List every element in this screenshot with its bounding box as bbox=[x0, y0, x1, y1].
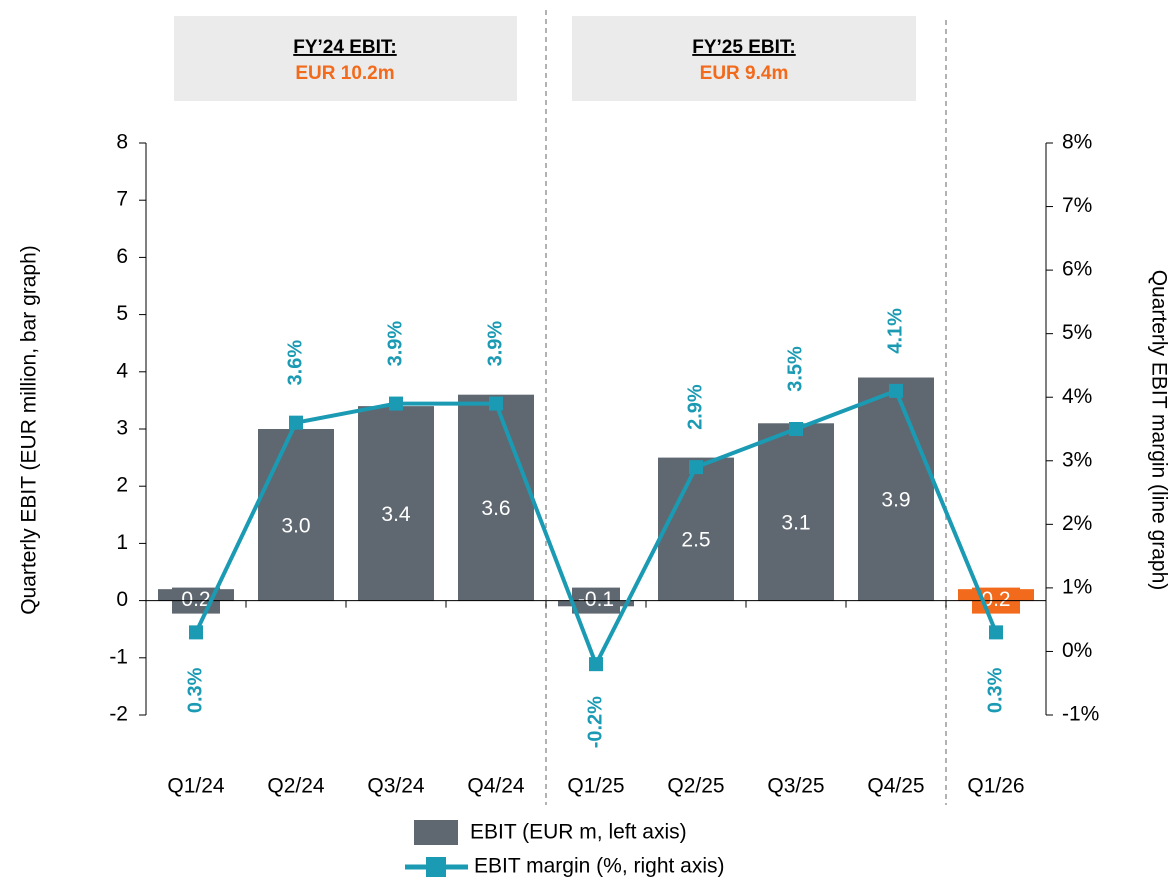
bar-label: 0.2 bbox=[181, 588, 210, 611]
bar-label: 3.4 bbox=[381, 503, 411, 526]
bar-label: 3.1 bbox=[781, 511, 810, 534]
line-marker bbox=[789, 422, 803, 436]
bar-label: -0.1 bbox=[578, 588, 614, 611]
y-tick-label: -1 bbox=[109, 645, 128, 668]
bar bbox=[658, 457, 734, 601]
y2-tick-label: -1% bbox=[1062, 703, 1099, 726]
bar-label: 2.5 bbox=[681, 529, 710, 552]
line-label: 0.3% bbox=[984, 667, 1006, 713]
y-tick-label: -2 bbox=[109, 703, 128, 726]
y-tick-label: 0 bbox=[116, 588, 128, 611]
line-label: 3.9% bbox=[384, 321, 406, 367]
y-tick-label: 1 bbox=[116, 531, 128, 554]
y-tick-label: 4 bbox=[116, 359, 128, 382]
line-marker bbox=[189, 625, 203, 640]
legend-swatch bbox=[426, 857, 446, 877]
y2-axis-title: Quarterly EBIT margin (line graph) bbox=[1147, 270, 1170, 591]
x-tick-label: Q2/24 bbox=[267, 775, 325, 798]
bar bbox=[258, 429, 334, 601]
legend-label: EBIT margin (%, right axis) bbox=[474, 855, 725, 878]
y-tick-label: 2 bbox=[116, 474, 128, 497]
x-tick-label: Q4/25 bbox=[867, 775, 924, 798]
header-box bbox=[572, 16, 916, 101]
y2-tick-label: 7% bbox=[1062, 194, 1092, 217]
y2-tick-label: 6% bbox=[1062, 258, 1092, 281]
line-label: 4.1% bbox=[884, 308, 906, 354]
x-tick-label: Q3/25 bbox=[767, 775, 824, 798]
line-label: 0.3% bbox=[184, 667, 206, 713]
bar bbox=[858, 377, 934, 601]
line-label: 2.9% bbox=[684, 384, 706, 430]
line-label: 3.9% bbox=[484, 321, 506, 367]
line-marker bbox=[289, 415, 303, 430]
line-marker bbox=[489, 396, 503, 411]
legend-label: EBIT (EUR m, left axis) bbox=[470, 821, 687, 844]
bar bbox=[758, 423, 834, 601]
y-tick-label: 3 bbox=[116, 417, 128, 440]
bar-label: 0.2 bbox=[981, 588, 1010, 611]
legend-swatch bbox=[414, 820, 458, 845]
x-tick-label: Q1/26 bbox=[967, 775, 1024, 798]
line-marker bbox=[889, 383, 903, 398]
y-tick-label: 8 bbox=[116, 131, 128, 154]
y2-tick-label: 2% bbox=[1062, 512, 1092, 535]
y2-tick-label: 8% bbox=[1062, 131, 1092, 154]
line-marker bbox=[689, 460, 703, 475]
x-tick-label: Q3/24 bbox=[367, 775, 425, 798]
header-value: EUR 10.2m bbox=[295, 63, 394, 84]
bar-label: 3.9 bbox=[881, 489, 910, 512]
line-label: 3.6% bbox=[284, 340, 306, 386]
header-title: FY’24 EBIT: bbox=[293, 37, 396, 58]
bar bbox=[358, 406, 434, 601]
x-tick-label: Q4/24 bbox=[467, 775, 525, 798]
line-marker bbox=[589, 657, 603, 672]
bar-label: 3.0 bbox=[281, 514, 310, 537]
y-tick-label: 5 bbox=[116, 302, 128, 325]
y2-tick-label: 0% bbox=[1062, 639, 1092, 662]
header-box bbox=[174, 16, 517, 101]
x-tick-label: Q2/25 bbox=[667, 775, 724, 798]
y2-tick-label: 5% bbox=[1062, 321, 1092, 344]
line-marker bbox=[389, 396, 403, 411]
x-tick-label: Q1/25 bbox=[567, 775, 624, 798]
y2-tick-label: 1% bbox=[1062, 575, 1092, 598]
y2-tick-label: 3% bbox=[1062, 448, 1092, 471]
header-value: EUR 9.4m bbox=[700, 63, 789, 84]
header-title: FY’25 EBIT: bbox=[692, 37, 795, 58]
x-tick-label: Q1/24 bbox=[167, 775, 225, 798]
line-label: 3.5% bbox=[784, 346, 806, 392]
bar bbox=[458, 394, 534, 601]
y2-tick-label: 4% bbox=[1062, 385, 1092, 408]
y-tick-label: 7 bbox=[116, 188, 128, 211]
line-marker bbox=[989, 625, 1003, 640]
y-axis-title: Quarterly EBIT (EUR million, bar graph) bbox=[18, 245, 41, 615]
bar-label: 3.6 bbox=[481, 497, 510, 520]
y-tick-label: 6 bbox=[116, 245, 128, 268]
line-label: -0.2% bbox=[584, 696, 606, 748]
